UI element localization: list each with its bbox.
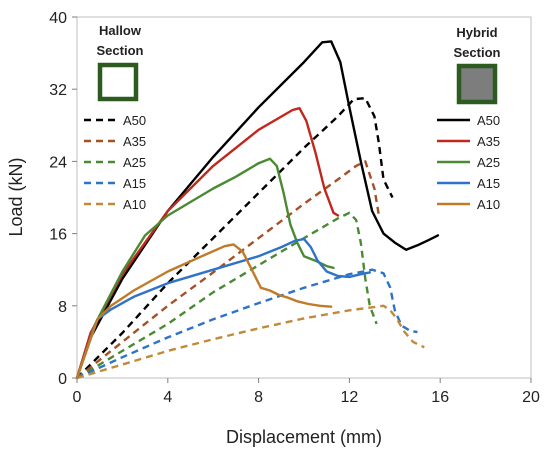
legend-label: A25 <box>123 155 146 170</box>
series-a10-hollow-line <box>76 304 425 380</box>
hollow-section-icon <box>97 62 139 102</box>
legend-label: A15 <box>123 176 146 191</box>
series-a25-hollow-line <box>76 211 378 380</box>
x-tick-label: 12 <box>341 389 359 406</box>
hybrid-section-label-2: Section <box>454 45 501 60</box>
series-a35-hollow-line <box>76 160 381 379</box>
hollow-section-label-1: Hallow <box>99 23 142 38</box>
legend-label: A35 <box>477 134 500 149</box>
legend-label: A50 <box>123 113 146 128</box>
legend-label: A10 <box>123 197 146 212</box>
x-axis-title: Displacement (mm) <box>226 427 382 447</box>
legends: A50 A35 A25 A15 A10 A50 A35 A25 A15 A10 <box>84 113 500 212</box>
x-tick-label: 20 <box>522 389 540 406</box>
hybrid-section-label-1: Hybrid <box>456 25 497 40</box>
legend-label: A35 <box>123 134 146 149</box>
axes: 0 4 8 12 16 20 0 8 16 24 32 40 <box>49 10 540 406</box>
legend-label: A10 <box>477 197 500 212</box>
legend-label: A50 <box>477 113 500 128</box>
series-layer <box>75 40 440 380</box>
series-a25-hybrid-line <box>75 157 335 380</box>
x-tick-label: 4 <box>163 389 172 406</box>
x-tick-label: 0 <box>73 389 82 406</box>
hollow-section-label-2: Section <box>97 43 144 58</box>
series-a35-hybrid-line <box>75 106 340 380</box>
legend-label: A15 <box>477 176 500 191</box>
y-tick-label: 0 <box>58 371 67 388</box>
legend-hollow-section: A50 A35 A25 A15 A10 <box>84 113 146 212</box>
hybrid-section-icon <box>456 63 498 105</box>
series-a10-hybrid-line <box>75 243 333 380</box>
y-tick-label: 24 <box>49 154 67 171</box>
legend-label: A25 <box>477 155 500 170</box>
series-a15-hollow-line <box>76 268 418 380</box>
y-axis-title: Load (kN) <box>6 157 26 236</box>
y-tick-label: 32 <box>49 82 67 99</box>
x-tick-label: 8 <box>254 389 263 406</box>
series-a15-hybrid-line <box>75 237 371 380</box>
annotations: Hallow Section Hybrid Section <box>97 23 501 105</box>
x-tick-label: 16 <box>431 389 449 406</box>
y-tick-label: 8 <box>58 299 67 316</box>
y-tick-label: 40 <box>49 10 67 27</box>
legend-hybrid-section: A50 A35 A25 A15 A10 <box>437 113 500 212</box>
y-tick-label: 16 <box>49 227 67 244</box>
